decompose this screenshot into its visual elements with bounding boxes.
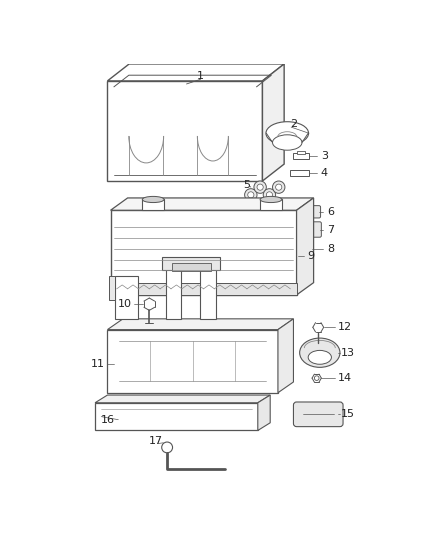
Bar xyxy=(110,282,297,295)
Bar xyxy=(107,329,278,393)
Bar xyxy=(115,277,138,319)
Circle shape xyxy=(162,442,173,453)
Bar xyxy=(290,245,312,253)
Bar xyxy=(166,265,181,319)
Polygon shape xyxy=(258,395,270,431)
Text: 12: 12 xyxy=(338,322,353,332)
Polygon shape xyxy=(95,395,270,403)
Circle shape xyxy=(266,192,272,198)
Ellipse shape xyxy=(142,196,164,203)
Circle shape xyxy=(257,184,263,190)
Text: 4: 4 xyxy=(321,168,328,179)
Polygon shape xyxy=(278,319,293,393)
Polygon shape xyxy=(262,64,284,181)
Bar xyxy=(201,265,216,319)
Ellipse shape xyxy=(308,350,332,364)
Ellipse shape xyxy=(295,227,311,232)
Bar xyxy=(293,154,309,159)
Ellipse shape xyxy=(260,196,282,203)
Text: 6: 6 xyxy=(327,207,334,217)
Bar xyxy=(172,263,211,271)
Text: 9: 9 xyxy=(307,252,314,262)
Circle shape xyxy=(314,376,319,381)
Text: 3: 3 xyxy=(321,151,328,161)
Text: 8: 8 xyxy=(327,244,334,254)
Bar xyxy=(142,199,164,210)
Circle shape xyxy=(272,181,285,193)
Circle shape xyxy=(254,181,266,193)
Text: 17: 17 xyxy=(148,436,162,446)
Text: 13: 13 xyxy=(341,348,355,358)
FancyBboxPatch shape xyxy=(284,222,321,237)
Text: 11: 11 xyxy=(90,359,104,369)
Bar xyxy=(95,403,258,431)
Ellipse shape xyxy=(272,135,302,150)
Bar xyxy=(110,210,297,295)
Circle shape xyxy=(248,192,254,198)
Bar xyxy=(260,199,282,210)
Circle shape xyxy=(302,209,308,215)
Bar xyxy=(290,170,309,176)
Ellipse shape xyxy=(266,122,308,145)
Bar xyxy=(107,81,262,181)
Text: 7: 7 xyxy=(327,224,334,235)
Circle shape xyxy=(245,189,257,201)
Polygon shape xyxy=(107,319,293,329)
Polygon shape xyxy=(110,198,314,210)
Polygon shape xyxy=(107,64,284,81)
Text: 14: 14 xyxy=(338,373,353,383)
Text: 2: 2 xyxy=(290,119,297,129)
Circle shape xyxy=(276,184,282,190)
Bar xyxy=(109,277,115,300)
FancyBboxPatch shape xyxy=(293,402,343,426)
FancyBboxPatch shape xyxy=(290,206,321,218)
Circle shape xyxy=(263,189,276,201)
Ellipse shape xyxy=(300,338,340,367)
Text: 15: 15 xyxy=(341,409,355,419)
Text: 5: 5 xyxy=(244,180,251,190)
Bar xyxy=(162,257,220,270)
Text: 16: 16 xyxy=(100,415,114,425)
Bar xyxy=(297,151,305,154)
Text: 10: 10 xyxy=(117,299,131,309)
Text: 1: 1 xyxy=(197,71,204,81)
Polygon shape xyxy=(297,198,314,295)
